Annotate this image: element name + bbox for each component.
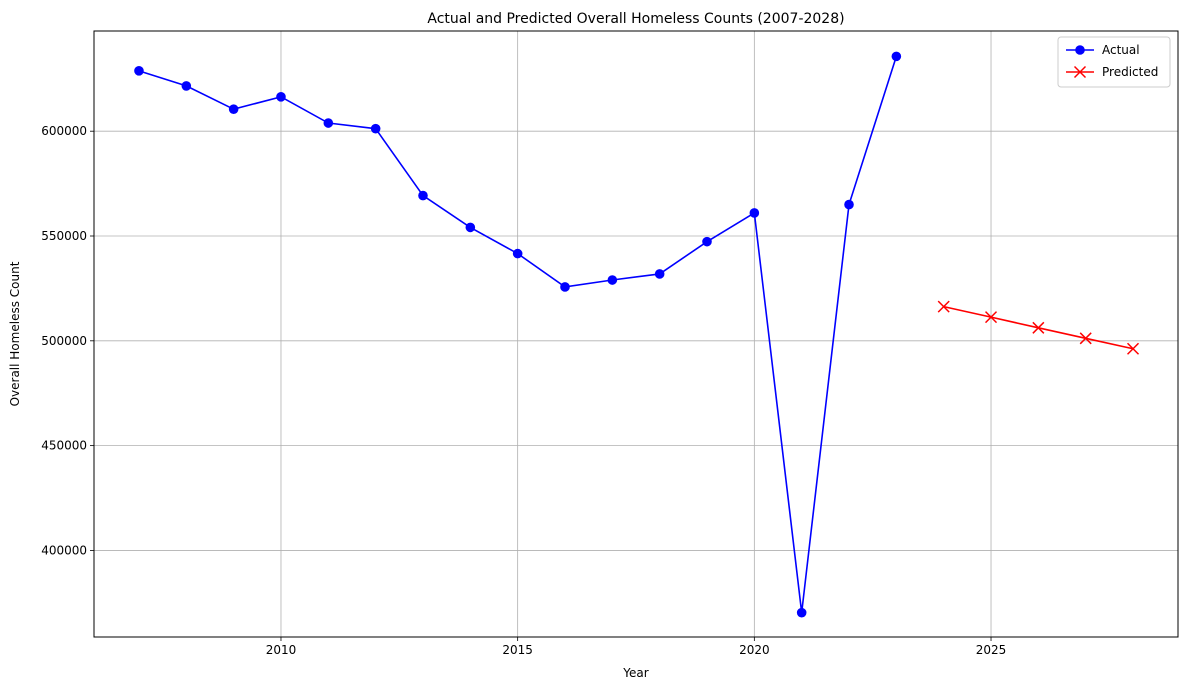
legend-entry-predicted: Predicted (1066, 65, 1158, 79)
data-point (228, 104, 239, 114)
data-point (276, 92, 286, 102)
axis-ticks: 2010 2015 2020 2025 400000 450000 500000 550000… (41, 124, 1006, 657)
x-tick-label: 2010 (266, 643, 297, 657)
data-point (323, 118, 334, 128)
marker-stroke (984, 311, 998, 324)
data-point (749, 208, 760, 218)
chart-title: Actual and Predicted Overall Homeless Co… (427, 11, 844, 27)
series-actual (134, 51, 902, 618)
data-point (984, 311, 998, 324)
legend: Actual Predicted (1057, 36, 1171, 88)
data-point (844, 199, 854, 210)
marker-stroke (937, 300, 950, 313)
data-point (1079, 332, 1092, 345)
data-point (560, 282, 570, 292)
legend-label: Predicted (1102, 65, 1158, 79)
data-point (937, 300, 950, 313)
data-point (418, 190, 428, 201)
data-point (134, 66, 144, 76)
data-point (607, 275, 618, 285)
y-axis-label: Overall Homeless Count (8, 261, 22, 406)
x-axis-label: Year (622, 666, 648, 680)
data-point (654, 269, 665, 279)
marker-stroke (1073, 65, 1087, 79)
data-point (465, 222, 476, 233)
legend-entry-actual: Actual (1066, 43, 1140, 57)
series-layer (134, 51, 1140, 618)
plot-frame (93, 30, 1179, 638)
data-point (370, 123, 381, 134)
y-tick-label: 450000 (41, 439, 87, 453)
legend-marker (1073, 65, 1087, 79)
y-tick-label: 600000 (41, 124, 87, 138)
grid-lines (94, 31, 1178, 637)
marker-stroke (1032, 321, 1045, 334)
legend-label: Actual (1102, 43, 1140, 57)
data-point (891, 51, 902, 62)
data-point (181, 81, 192, 91)
data-point (1127, 342, 1140, 355)
x-tick-label: 2015 (502, 643, 533, 657)
data-point (796, 607, 807, 618)
y-tick-label: 550000 (41, 229, 87, 243)
y-tick-label: 500000 (41, 334, 87, 348)
y-tick-label: 400000 (41, 543, 87, 557)
x-tick-label: 2020 (739, 643, 770, 657)
marker-stroke (1079, 332, 1092, 345)
data-point (702, 236, 712, 247)
data-point (512, 248, 523, 259)
x-tick-label: 2025 (976, 643, 1007, 657)
marker-stroke (1127, 342, 1140, 355)
series-predicted (937, 300, 1140, 355)
data-point (1032, 321, 1045, 334)
legend-marker (1075, 45, 1085, 55)
